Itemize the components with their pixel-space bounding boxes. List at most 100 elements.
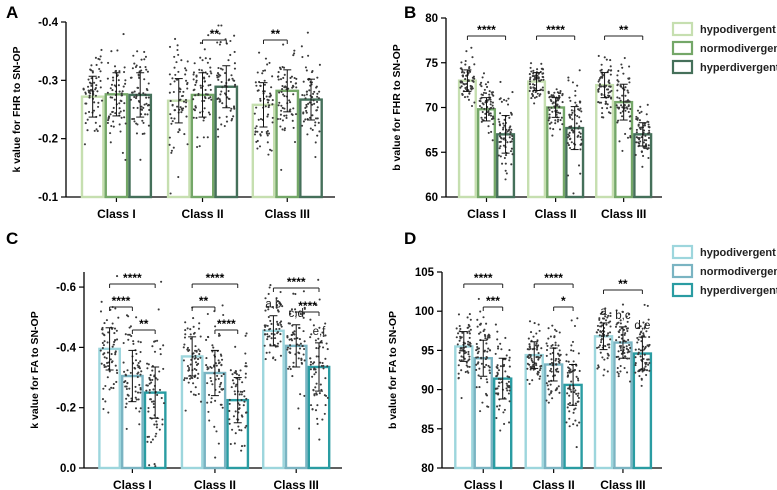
data-point bbox=[619, 99, 622, 102]
data-point bbox=[147, 435, 151, 438]
data-point bbox=[233, 371, 236, 374]
data-point bbox=[321, 331, 324, 334]
y-tick-label: -0.1 bbox=[38, 192, 58, 204]
y-tick-label: -0.3 bbox=[38, 75, 58, 87]
data-point bbox=[638, 374, 641, 378]
data-point bbox=[487, 113, 490, 117]
data-point bbox=[309, 127, 312, 130]
data-point bbox=[152, 402, 155, 406]
data-point bbox=[90, 84, 93, 87]
legend-bottom: hypodivergentnormodivergenthyperdivergen… bbox=[671, 244, 777, 298]
data-point bbox=[302, 353, 305, 356]
data-point bbox=[559, 90, 562, 93]
legend-label: hyperdivergent bbox=[700, 62, 777, 74]
data-point bbox=[122, 109, 125, 112]
data-point bbox=[197, 372, 200, 375]
data-point bbox=[232, 115, 235, 118]
data-point bbox=[483, 366, 486, 369]
data-point bbox=[232, 415, 235, 418]
data-point bbox=[103, 322, 106, 325]
data-point bbox=[642, 332, 645, 335]
data-point bbox=[486, 334, 490, 338]
data-point bbox=[233, 85, 236, 88]
data-point bbox=[467, 350, 470, 353]
data-point bbox=[533, 102, 536, 105]
data-point bbox=[498, 381, 501, 384]
data-point bbox=[464, 345, 467, 348]
sig-label: ** bbox=[139, 317, 149, 331]
data-point bbox=[464, 59, 467, 63]
data-point bbox=[265, 132, 268, 135]
data-point bbox=[217, 377, 220, 380]
data-point bbox=[526, 378, 529, 381]
data-point bbox=[530, 97, 533, 100]
data-point bbox=[194, 105, 197, 108]
bar bbox=[524, 353, 544, 470]
data-point bbox=[168, 91, 171, 94]
data-point bbox=[134, 396, 137, 399]
data-point bbox=[503, 137, 506, 140]
data-point bbox=[504, 154, 508, 157]
data-point bbox=[634, 364, 637, 367]
data-point bbox=[578, 369, 581, 372]
data-point bbox=[508, 116, 511, 119]
data-point bbox=[606, 316, 609, 319]
data-point bbox=[231, 77, 234, 80]
data-point bbox=[322, 334, 325, 338]
data-point bbox=[485, 378, 488, 381]
data-point bbox=[607, 91, 610, 94]
data-point bbox=[110, 352, 113, 356]
data-point bbox=[619, 364, 622, 368]
data-point bbox=[194, 356, 197, 359]
data-point bbox=[112, 343, 115, 346]
data-point bbox=[642, 124, 645, 127]
bar-group-d-1-2 bbox=[473, 297, 493, 470]
data-point bbox=[145, 68, 148, 71]
data-point bbox=[88, 94, 91, 97]
data-point bbox=[536, 372, 539, 375]
bar-group-a-3-1 bbox=[251, 51, 276, 199]
data-point bbox=[555, 357, 558, 360]
group-letter: b,c bbox=[615, 310, 631, 322]
data-point bbox=[481, 401, 484, 404]
data-point bbox=[282, 93, 285, 96]
data-point bbox=[294, 308, 297, 311]
sig-label: **** bbox=[123, 271, 142, 285]
data-point bbox=[539, 365, 542, 368]
data-point bbox=[125, 397, 128, 400]
data-point bbox=[281, 119, 284, 122]
data-point bbox=[116, 371, 119, 375]
data-point bbox=[646, 103, 649, 106]
data-point bbox=[184, 321, 187, 324]
data-point bbox=[82, 87, 85, 90]
data-point bbox=[566, 174, 570, 177]
data-point bbox=[554, 122, 557, 125]
data-point bbox=[481, 102, 484, 105]
data-point bbox=[288, 338, 291, 341]
data-point bbox=[219, 93, 222, 96]
data-point bbox=[616, 366, 619, 370]
data-point bbox=[314, 371, 317, 374]
data-point bbox=[494, 387, 497, 390]
sig-label: *** bbox=[486, 294, 500, 308]
data-point bbox=[528, 345, 531, 348]
data-point bbox=[269, 284, 272, 287]
data-point bbox=[648, 369, 651, 372]
data-point bbox=[497, 385, 500, 388]
sig-label: **** bbox=[298, 299, 317, 313]
data-point bbox=[197, 392, 200, 396]
data-point bbox=[106, 361, 109, 364]
data-point bbox=[558, 361, 561, 364]
data-point bbox=[150, 441, 153, 444]
data-point bbox=[533, 96, 536, 99]
data-point bbox=[472, 80, 475, 83]
data-point bbox=[645, 113, 648, 116]
data-point bbox=[560, 116, 563, 119]
data-point bbox=[577, 108, 580, 111]
data-point bbox=[174, 73, 177, 76]
data-point bbox=[206, 136, 209, 139]
data-point bbox=[291, 119, 294, 122]
data-point bbox=[637, 327, 640, 330]
data-point bbox=[558, 359, 562, 362]
data-point bbox=[210, 401, 213, 404]
